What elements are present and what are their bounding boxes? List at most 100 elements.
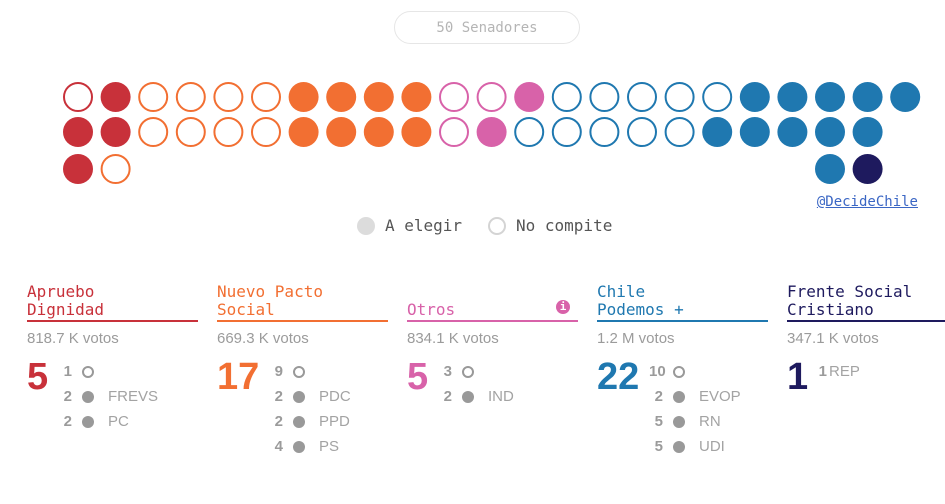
party-row: 2 IND [438,384,514,409]
party-row: 2 PDC [269,384,351,409]
coalition-chile_podemos: Chile Podemos + 1.2 M votos 22 10 2 EVOP 5 RN 5 U… [597,279,768,489]
seat-apruebo[interactable] [100,117,131,147]
seat-chile_podemos[interactable] [702,82,733,112]
seat-chile_podemos[interactable] [551,117,582,147]
seat-apruebo[interactable] [63,82,93,112]
seat-chart [63,82,921,184]
party-label: PPD [319,413,350,430]
seat-chile_podemos[interactable] [702,117,733,147]
seat-chile_podemos[interactable] [627,82,657,112]
to-elect-marker [82,415,94,428]
seat-chile_podemos[interactable] [589,117,620,147]
seat-frente_social[interactable] [852,154,883,184]
coalition-seat-total: 1 [787,356,809,398]
seat-nuevo_pacto[interactable] [138,117,169,147]
seat-nuevo_pacto[interactable] [288,82,319,112]
legend-label: A elegir [385,216,463,235]
info-icon[interactable]: i [556,300,570,314]
party-seat-count: 2 [274,388,283,405]
seat-apruebo[interactable] [100,82,131,112]
seat-otros[interactable] [439,82,469,112]
seat-chile_podemos[interactable] [589,82,620,112]
party-row: 2 PC [58,409,158,434]
seat-chile_podemos[interactable] [664,82,695,112]
not-competing-marker [293,365,305,378]
seat-chile_podemos[interactable] [890,82,921,112]
party-label: IND [488,388,514,405]
party-row: 9 [269,359,351,384]
seat-nuevo_pacto[interactable] [213,82,244,112]
seat-chile_podemos[interactable] [551,82,582,112]
seat-nuevo_pacto[interactable] [326,82,357,112]
seat-chile_podemos[interactable] [664,117,695,147]
coalition-name-text: Otros [407,300,456,319]
coalition-name-text: Nuevo Pacto Social [217,282,323,319]
party-row: 2 PPD [269,409,351,434]
party-seat-count: 1 [63,363,72,380]
party-seat-count: 2 [654,388,663,405]
party-label: REP [829,363,860,380]
party-seat-count: 2 [63,388,72,405]
seat-otros[interactable] [439,117,469,147]
seat-chile_podemos[interactable] [852,117,883,147]
seat-nuevo_pacto[interactable] [175,82,206,112]
coalition-nuevo_pacto: Nuevo Pacto Social 669.3 K votos 17 9 2 PDC 2 P… [217,279,388,489]
coalition-votes: 347.1 K votos [787,330,879,347]
seat-chile_podemos[interactable] [627,117,657,147]
seat-nuevo_pacto[interactable] [138,82,169,112]
credit-link[interactable]: @DecideChile [816,194,918,210]
party-label: PDC [319,388,351,405]
to-elect-marker [82,390,94,403]
seat-chile_podemos[interactable] [739,117,770,147]
legend-item-no-compite: No compite [488,216,612,235]
party-seat-count: 10 [649,363,666,380]
coalition-divider [27,320,198,322]
coalition-votes: 669.3 K votos [217,330,309,347]
seat-nuevo_pacto[interactable] [251,117,281,147]
to-elect-marker [293,390,305,403]
seat-nuevo_pacto[interactable] [100,154,131,184]
seat-nuevo_pacto[interactable] [363,82,394,112]
seat-nuevo_pacto[interactable] [175,117,206,147]
seat-apruebo[interactable] [63,154,93,184]
seat-nuevo_pacto[interactable] [251,82,281,112]
seat-nuevo_pacto[interactable] [363,117,394,147]
seat-nuevo_pacto[interactable] [401,117,432,147]
coalition-otros: Otros i 834.1 K votos 5 3 2 IND [407,279,578,489]
coalition-divider [787,320,945,322]
seat-otros[interactable] [514,82,545,112]
seat-chile_podemos[interactable] [514,117,545,147]
seat-chile_podemos[interactable] [777,82,808,112]
party-row: 10 [649,359,741,384]
seat-nuevo_pacto[interactable] [326,117,357,147]
coalition-seat-total: 17 [217,356,260,398]
seat-otros[interactable] [476,82,507,112]
seat-chile_podemos[interactable] [815,82,845,112]
coalition-seat-total: 22 [597,356,640,398]
seat-chile_podemos[interactable] [777,117,808,147]
party-seat-count: 1 [818,363,827,380]
party-seat-count: 4 [274,438,283,455]
seat-nuevo_pacto[interactable] [401,82,432,112]
seat-otros[interactable] [476,117,507,147]
coalition-votes: 818.7 K votos [27,330,119,347]
seat-nuevo_pacto[interactable] [213,117,244,147]
seat-chile_podemos[interactable] [852,82,883,112]
coalition-name: Nuevo Pacto Social [217,279,388,320]
legend-label: No compite [516,216,613,235]
to-elect-marker [673,440,685,453]
party-row: 3 [438,359,514,384]
party-seat-count: 2 [274,413,283,430]
coalition-seat-total: 5 [407,356,429,398]
coalition-name: Apruebo Dignidad [27,279,198,320]
party-label: PS [319,438,340,455]
seat-chile_podemos[interactable] [815,117,845,147]
seat-apruebo[interactable] [63,117,93,147]
seat-nuevo_pacto[interactable] [288,117,319,147]
coalition-name: Frente Social Cristiano [787,279,945,320]
not-competing-marker [462,365,474,378]
seat-chile_podemos[interactable] [739,82,770,112]
to-elect-marker [462,390,474,403]
seat-chile_podemos[interactable] [815,154,845,184]
coalition-frente_social: Frente Social Cristiano 347.1 K votos 1 1 RE… [787,279,945,489]
